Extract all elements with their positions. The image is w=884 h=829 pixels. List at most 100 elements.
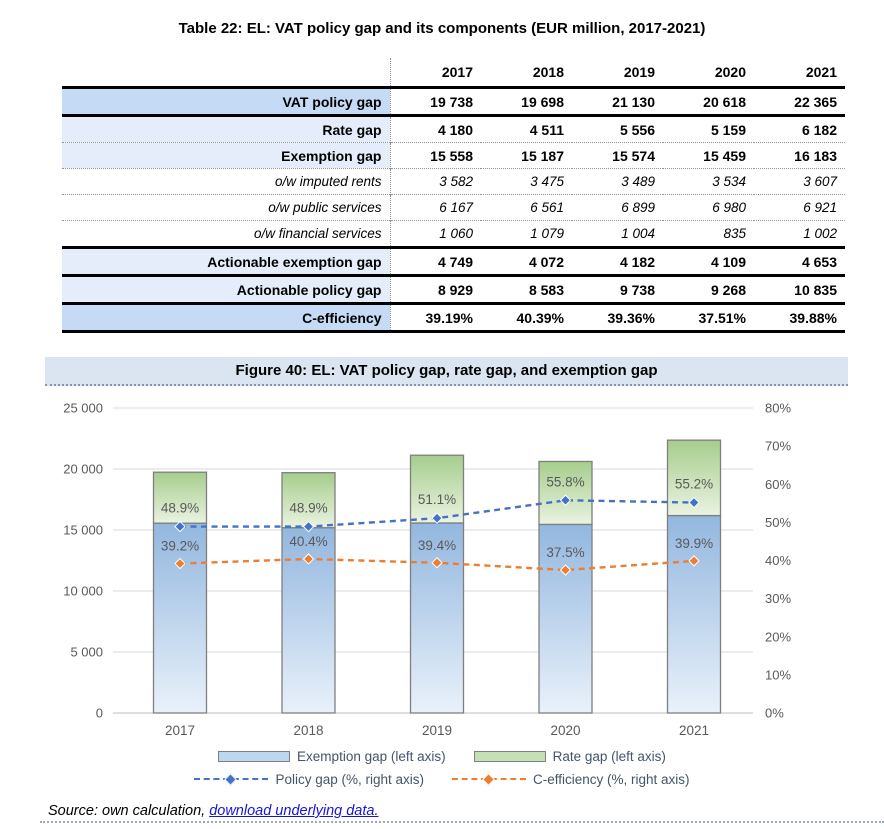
table-cell: 6 561 [530, 200, 564, 215]
table-cell: 1 004 [621, 226, 655, 241]
legend-row-lines: Policy gap (%, right axis) C-efficiency … [194, 772, 690, 787]
table-cell: 4 653 [801, 253, 837, 270]
policy-gap-line-value-label: 48.9% [161, 501, 199, 516]
table-cell: 16 183 [794, 147, 837, 164]
rate-gap-bar [666, 439, 722, 517]
table-row: C-efficiency 39.19% 40.39% 39.36% 37.51% 39.8… [62, 303, 845, 332]
policy-gap-line-swatch-icon [194, 775, 269, 785]
table-header-row: 2017 2018 2019 2020 2021 [62, 58, 845, 89]
legend-item-policy-gap: Policy gap (%, right axis) [194, 772, 424, 787]
year-header-2019: 2019 [572, 58, 663, 89]
row-label: VAT policy gap [62, 87, 390, 116]
table-cell: 4 072 [528, 253, 564, 270]
year-header-2020: 2020 [663, 58, 754, 89]
svg-text:20%: 20% [765, 629, 791, 644]
c-efficiency-line-marker-icon [559, 564, 572, 576]
legend-label-policy-gap: Policy gap (%, right axis) [275, 772, 424, 787]
policy-gap-line-value-label: 51.1% [418, 492, 456, 507]
c-efficiency-line-value-label: 39.9% [675, 536, 713, 551]
table-cell: 1 060 [389, 220, 481, 248]
policy-gap-line-value-label: 55.8% [546, 474, 584, 489]
c-efficiency-line-marker-icon [431, 557, 443, 569]
table-cell: 4 109 [710, 253, 746, 270]
row-label: Actionable policy gap [62, 275, 390, 304]
c-efficiency-line-swatch-icon [452, 775, 526, 785]
table-cell: 6 167 [389, 194, 481, 221]
table-row: Rate gap 4 180 4 511 5 556 5 159 6 182 [62, 115, 845, 143]
exemption-gap-bar [538, 523, 593, 714]
row-label: o/w imputed rents [274, 174, 382, 189]
table-cell: 39.19% [389, 303, 481, 332]
policy-gap-line-value-label: 55.2% [675, 477, 713, 492]
year-header-2021: 2021 [754, 58, 845, 89]
rate-gap-bar [538, 460, 593, 526]
policy-gap-line-marker-icon [688, 496, 700, 509]
table-cell: 5 159 [710, 121, 746, 138]
legend-label-exemption-gap: Exemption gap (left axis) [297, 749, 446, 764]
svg-text:40%: 40% [765, 553, 791, 568]
table-cell: 3 607 [803, 174, 837, 189]
table-row: o/w financial services 1 060 1 079 1 004 835… [62, 220, 845, 248]
table-cell: 3 582 [389, 168, 481, 195]
table-cell: 8 929 [389, 275, 481, 304]
table-cell: 1 079 [530, 226, 564, 241]
svg-text:25 000: 25 000 [63, 401, 103, 416]
exemption-gap-swatch-icon [218, 751, 291, 762]
c-efficiency-line-value-label: 37.5% [546, 545, 584, 560]
rate-gap-bar [152, 471, 208, 524]
table-cell: 4 180 [389, 115, 481, 143]
table-cell: 20 618 [703, 93, 746, 110]
legend-row-bars: Exemption gap (left axis) Rate gap (left… [218, 749, 666, 764]
table-row: Actionable exemption gap 4 749 4 072 4 182 4… [62, 247, 845, 276]
table-title: Table 22: EL: VAT policy gap and its com… [178, 20, 706, 37]
exemption-gap-bar [409, 522, 465, 714]
legend-label-c-efficiency: C-efficiency (%, right axis) [533, 772, 690, 787]
bottom-divider [40, 821, 884, 823]
chart-legend: Exemption gap (left axis) Rate gap (left… [0, 749, 884, 787]
vat-policy-gap-table: 2017 2018 2019 2020 2021 VAT policy gap 19 73… [62, 58, 845, 333]
table-cell: 22 365 [794, 93, 837, 110]
c-efficiency-line-marker-icon [688, 555, 700, 567]
svg-text:2020: 2020 [550, 723, 580, 738]
svg-text:80%: 80% [765, 401, 791, 416]
table-cell: 6 980 [712, 200, 746, 215]
year-header-2018: 2018 [481, 58, 572, 89]
table-cell: 21 130 [612, 93, 655, 110]
table-row: Exemption gap 15 558 15 187 15 574 15 459 16 … [62, 142, 845, 169]
table-cell: 39.88% [789, 309, 837, 326]
table-row: VAT policy gap 19 738 19 698 21 130 20 618 22… [62, 87, 845, 116]
table-cell: 15 574 [612, 147, 655, 164]
svg-text:2021: 2021 [679, 723, 709, 738]
table-cell: 3 475 [530, 174, 564, 189]
svg-text:20 000: 20 000 [63, 462, 103, 477]
table-cell: 1 002 [803, 226, 837, 241]
legend-item-exemption-gap: Exemption gap (left axis) [218, 749, 446, 764]
row-label: o/w public services [268, 200, 382, 215]
svg-text:2019: 2019 [422, 723, 452, 738]
table-cell: 9 268 [710, 281, 746, 298]
table-cell: 4 182 [619, 253, 655, 270]
legend-label-rate-gap: Rate gap (left axis) [552, 749, 666, 764]
svg-text:2017: 2017 [165, 723, 195, 738]
download-underlying-data-link[interactable]: download underlying data. [209, 803, 379, 819]
svg-text:70%: 70% [765, 439, 791, 454]
figure-title-band: Figure 40: EL: VAT policy gap, rate gap,… [45, 357, 848, 386]
exemption-gap-bar [666, 514, 722, 714]
x-axis-labels: 2017 2018 2019 2020 2021 [165, 723, 709, 738]
svg-text:50%: 50% [765, 515, 791, 530]
source-text: Source: own calculation, [48, 803, 210, 819]
table-cell: 4 511 [529, 121, 564, 138]
table-cell: 4 749 [389, 247, 481, 276]
table-cell: 6 921 [803, 200, 837, 215]
source-note: Source: own calculation, download underl… [48, 803, 379, 819]
table-cell: 5 556 [619, 121, 655, 138]
figure-title: Figure 40: EL: VAT policy gap, rate gap,… [235, 362, 658, 379]
policy-gap-line: 48.9% 48.9% 51.1% 55.8% 55.2% [161, 474, 713, 533]
svg-text:15 000: 15 000 [63, 523, 103, 538]
table-row: o/w public services 6 167 6 561 6 899 6 980 6… [62, 194, 845, 221]
row-label: C-efficiency [62, 303, 390, 332]
table-cell: 15 459 [703, 147, 746, 164]
table-cell: 3 534 [712, 174, 746, 189]
svg-text:60%: 60% [765, 477, 791, 492]
table-cell: 15 558 [389, 142, 481, 169]
